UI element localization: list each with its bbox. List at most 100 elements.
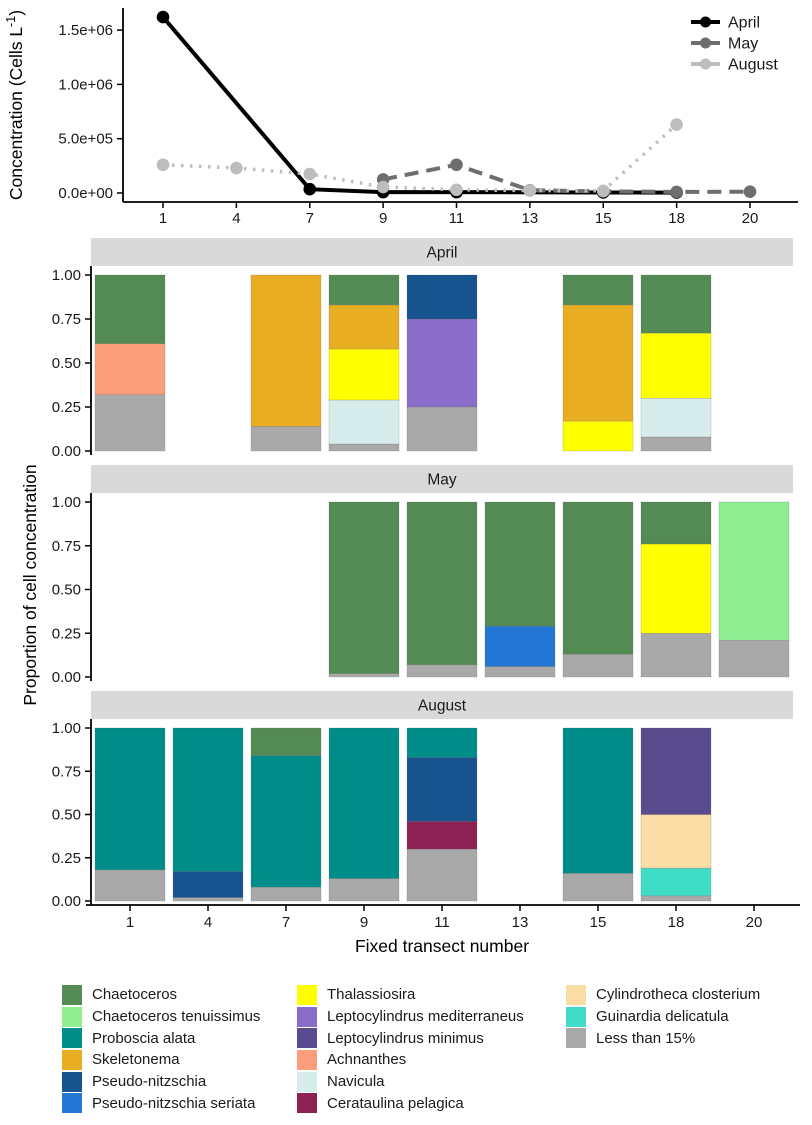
bar-segment-august-11-proboscia: [406, 727, 478, 758]
legend-label-pseudo_seriata: Pseudo-nitzschia seriata: [92, 1094, 256, 1112]
bar-segment-april-9-less15: [328, 443, 400, 452]
svg-text:1.00: 1.00: [52, 494, 81, 511]
legend-column-2: Thalassiosira Leptocylindrus mediterraneu…: [297, 984, 524, 1114]
legend-label-cerataulina: Cerataulina pelagica: [327, 1094, 464, 1112]
svg-text:0.75: 0.75: [52, 763, 81, 780]
svg-text:1: 1: [159, 210, 167, 227]
bar-segment-may-11-chaetoceros: [406, 501, 478, 666]
data-point-august: [450, 183, 463, 197]
legend-item-cylindrotheca: Cylindrotheca closterium: [566, 984, 760, 1006]
svg-text:18: 18: [668, 210, 685, 227]
bar-segment-august-7-less15: [250, 886, 322, 902]
svg-text:May: May: [427, 472, 457, 489]
legend-item-thalassiosira: Thalassiosira: [297, 984, 524, 1006]
svg-text:0.00: 0.00: [52, 669, 81, 686]
svg-text:Proportion of cell concentrati: Proportion of cell concentration: [20, 464, 40, 705]
svg-text:0.50: 0.50: [52, 582, 81, 599]
legend-item-less15: Less than 15%: [566, 1027, 760, 1049]
bar-segment-may-18-thalassiosira: [640, 543, 712, 634]
svg-text:7: 7: [306, 210, 314, 227]
bar-segment-august-11-less15: [406, 848, 478, 902]
svg-text:13: 13: [522, 210, 539, 227]
legend-item-lepto_mediterraneus: Leptocylindrus mediterraneus: [297, 1006, 524, 1028]
data-point-august: [303, 167, 317, 181]
legend-swatch-achnanthes: [297, 1049, 317, 1070]
bar-segment-august-9-less15: [328, 878, 400, 902]
legend-label-pseudo_nitzschia: Pseudo-nitzschia: [92, 1073, 207, 1091]
svg-text:Fixed transect number: Fixed transect number: [355, 936, 529, 956]
bar-segment-april-11-less15: [406, 406, 478, 452]
bar-segment-april-15-skeletonema: [562, 304, 634, 422]
series-line-april: [161, 15, 677, 195]
svg-text:7: 7: [282, 914, 290, 931]
bar-segment-august-4-pseudo_nitzschia: [172, 871, 244, 898]
legend-label-less15: Less than 15%: [596, 1029, 696, 1047]
bar-segment-april-9-skeletonema: [328, 304, 400, 350]
bar-segment-april-1-chaetoceros: [94, 274, 166, 344]
bar-segment-april-18-chaetoceros: [640, 274, 712, 334]
bar-segment-april-1-achnanthes: [94, 343, 166, 395]
line-legend-item-august: August: [691, 57, 778, 74]
svg-text:August: August: [728, 57, 778, 74]
legend-item-navicula: Navicula: [297, 1071, 524, 1093]
svg-text:1.5e+06: 1.5e+06: [58, 22, 113, 39]
svg-text:April: April: [426, 245, 457, 262]
svg-text:15: 15: [590, 914, 607, 931]
svg-text:0.50: 0.50: [52, 355, 81, 372]
legend-label-navicula: Navicula: [327, 1073, 385, 1091]
svg-text:0.50: 0.50: [52, 807, 81, 824]
bar-segment-april-15-chaetoceros: [562, 274, 634, 306]
legend-label-proboscia: Proboscia alata: [92, 1029, 196, 1047]
svg-text:1: 1: [126, 914, 134, 931]
svg-text:May: May: [728, 36, 758, 53]
bar-segment-may-9-chaetoceros: [328, 501, 400, 674]
legend-swatch-proboscia: [62, 1028, 82, 1049]
data-point-may: [670, 185, 683, 199]
legend-swatch-cylindrotheca: [566, 984, 586, 1005]
bar-segment-august-18-less15: [640, 895, 712, 902]
legend-item-guinardia: Guinardia delicatula: [566, 1006, 760, 1028]
legend-swatch-pseudo_nitzschia: [62, 1071, 82, 1092]
svg-text:0.25: 0.25: [52, 399, 81, 416]
legend-label-skeletonema: Skeletonema: [92, 1051, 180, 1069]
bar-segment-may-20-tenuissimus: [718, 501, 790, 641]
svg-text:0.00: 0.00: [52, 893, 81, 910]
legend-swatch-tenuissimus: [62, 1006, 82, 1027]
taxa-legend: Chaetoceros Chaetoceros tenuissimus Probos…: [0, 984, 812, 1125]
legend-item-chaetoceros: Chaetoceros: [62, 984, 260, 1006]
legend-item-skeletonema: Skeletonema: [62, 1049, 260, 1071]
legend-item-proboscia: Proboscia alata: [62, 1027, 260, 1049]
legend-label-guinardia: Guinardia delicatula: [596, 1008, 729, 1026]
svg-text:1.00: 1.00: [52, 720, 81, 737]
bar-segment-april-7-skeletonema: [250, 274, 322, 427]
legend-swatch-thalassiosira: [297, 984, 317, 1005]
svg-text:0.25: 0.25: [52, 625, 81, 642]
bar-segment-april-9-chaetoceros: [328, 274, 400, 306]
legend-label-chaetoceros: Chaetoceros: [92, 986, 178, 1004]
bar-segment-may-9-less15: [328, 673, 400, 678]
bar-segment-august-11-pseudo_nitzschia: [406, 757, 478, 822]
bar-segment-august-18-guinardia: [640, 867, 712, 897]
concentration-line-chart: 0.0e+00 5.0e+05 1.0e+06 1.5e+06 1 4 7 9 11 13 15 18…: [4, 8, 798, 227]
legend-item-cerataulina: Cerataulina pelagica: [297, 1092, 524, 1114]
legend-label-achnanthes: Achnanthes: [327, 1051, 407, 1069]
svg-text:0.75: 0.75: [52, 538, 81, 555]
legend-swatch-skeletonema: [62, 1049, 82, 1070]
bar-segment-may-15-chaetoceros: [562, 501, 634, 655]
data-point-august: [670, 118, 683, 131]
data-point-april: [156, 10, 170, 24]
svg-text:20: 20: [742, 210, 759, 227]
bar-segment-august-18-lepto_minimus: [640, 727, 712, 815]
bar-segment-august-1-less15: [94, 869, 166, 902]
svg-text:1.00: 1.00: [52, 267, 81, 284]
svg-text:13: 13: [512, 914, 529, 931]
svg-text:11: 11: [434, 914, 450, 931]
data-point-april: [303, 182, 317, 196]
legend-item-pseudo_nitzschia: Pseudo-nitzschia: [62, 1071, 260, 1093]
data-point-august: [230, 161, 243, 175]
data-point-august: [376, 180, 390, 194]
bar-segment-may-18-chaetoceros: [640, 501, 712, 545]
data-point-august: [156, 158, 170, 172]
legend-column-3: Cylindrotheca closterium Guinardia delica…: [566, 984, 760, 1049]
bar-segment-august-7-proboscia: [250, 755, 322, 888]
